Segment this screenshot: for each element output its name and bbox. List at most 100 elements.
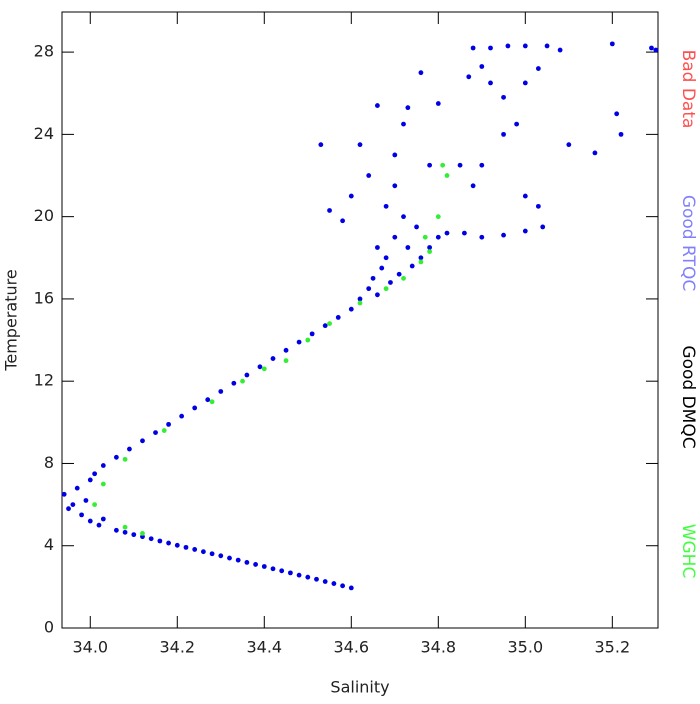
point [287, 570, 293, 576]
point [357, 142, 363, 148]
point [61, 491, 67, 497]
point [153, 430, 158, 436]
point [501, 131, 506, 137]
legend-label: Good RTQC [678, 195, 698, 291]
point [566, 142, 572, 148]
point [235, 557, 241, 563]
point [470, 45, 476, 51]
point [457, 162, 463, 168]
point [87, 477, 93, 483]
point [444, 230, 450, 236]
point [649, 45, 654, 51]
point [270, 566, 276, 572]
legend-label: WGHC [678, 524, 698, 579]
x-tick-label: 34.8 [420, 638, 456, 657]
point [227, 555, 232, 561]
point [261, 564, 267, 569]
point [192, 405, 198, 411]
point [244, 559, 250, 565]
point [335, 315, 341, 320]
point [92, 502, 98, 507]
point [405, 245, 411, 250]
point [79, 512, 84, 518]
point [427, 162, 433, 168]
x-axis-label: Salinity [330, 678, 389, 697]
x-tick-label: 34.4 [246, 638, 282, 657]
point [140, 530, 145, 536]
point [557, 47, 563, 53]
point [514, 121, 520, 127]
point [183, 544, 189, 550]
x-tick-label: 35.0 [508, 638, 544, 657]
point [418, 259, 424, 265]
y-tick-label: 16 [34, 288, 54, 307]
point [375, 245, 380, 250]
point [92, 471, 98, 477]
point [505, 43, 511, 49]
point [296, 339, 302, 345]
point [479, 234, 485, 240]
point [66, 506, 71, 512]
point [501, 232, 506, 238]
point [375, 292, 380, 298]
point [535, 66, 541, 71]
point [140, 438, 145, 444]
plot-frame [61, 11, 659, 629]
point [113, 527, 119, 533]
point [305, 337, 311, 343]
point [122, 456, 128, 462]
y-tick-label: 28 [34, 42, 54, 61]
point [322, 323, 328, 329]
point [401, 275, 406, 281]
point [270, 356, 276, 361]
point [370, 275, 376, 281]
point [501, 94, 506, 100]
point [396, 271, 402, 277]
point [435, 234, 441, 240]
point [435, 101, 441, 106]
point [200, 549, 206, 555]
point [140, 534, 145, 540]
x-tick-label: 34.0 [72, 638, 108, 657]
point [179, 413, 185, 419]
point [392, 234, 398, 240]
point [422, 234, 428, 240]
point [427, 245, 433, 250]
point [470, 183, 476, 189]
point [161, 428, 167, 433]
point [87, 518, 93, 524]
point [383, 203, 389, 209]
x-tick-label: 34.2 [159, 638, 195, 657]
point [383, 255, 389, 261]
point [348, 585, 354, 591]
legend-label: Bad Data [678, 50, 698, 129]
point [379, 265, 385, 271]
point [653, 47, 659, 53]
point [418, 255, 424, 261]
point [592, 150, 598, 156]
y-tick-label: 8 [44, 453, 54, 472]
point [157, 538, 163, 544]
point [192, 547, 198, 552]
point [174, 542, 180, 548]
point [440, 162, 446, 168]
point [74, 485, 80, 491]
point [388, 280, 393, 285]
point [401, 121, 406, 127]
point [70, 502, 76, 507]
point [218, 553, 224, 559]
point [209, 399, 215, 405]
point [261, 366, 267, 372]
point [340, 583, 345, 589]
point [479, 162, 485, 168]
y-tick-label: 12 [34, 371, 54, 390]
point [309, 331, 315, 337]
point [296, 572, 302, 578]
x-tick-label: 35.2 [595, 638, 631, 657]
y-tick-label: 4 [44, 535, 54, 554]
point [614, 111, 620, 117]
point [535, 203, 541, 209]
point [348, 193, 354, 199]
point [257, 364, 263, 370]
